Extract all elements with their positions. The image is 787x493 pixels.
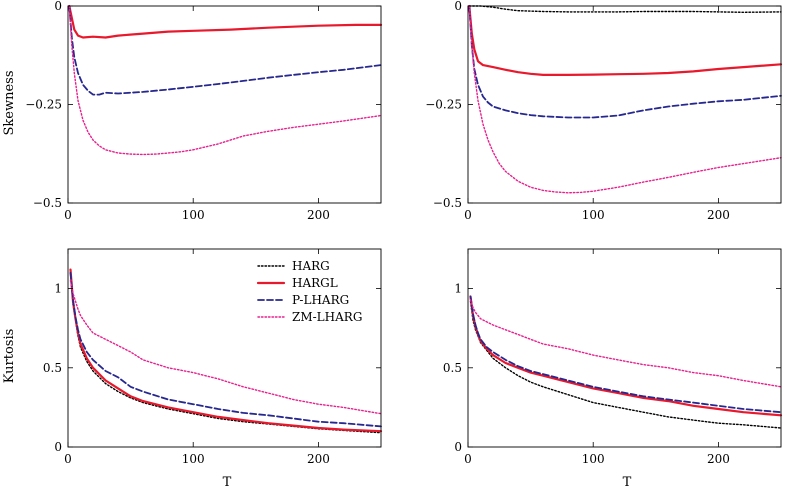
- legend-label-p-lharg: P-LHARG: [292, 293, 349, 307]
- panel-bottom-right: T 0 100 200 0 0.5 1: [443, 248, 783, 490]
- series-harg: [468, 5, 782, 14]
- x-tick-label: 200: [307, 452, 330, 466]
- y-tick-label: 0: [54, 440, 62, 454]
- series-p-lharg: [69, 271, 382, 428]
- series-zm-lharg: [469, 299, 782, 388]
- axes-frame: [467, 248, 782, 448]
- legend: HARG HARGL P-LHARG ZM-LHARG: [256, 259, 362, 324]
- series-hargl: [469, 295, 783, 417]
- legend-label-zm-lharg: ZM-LHARG: [292, 310, 362, 324]
- series-p-lharg: [469, 295, 782, 414]
- series-harg: [469, 300, 782, 429]
- series-zm-lharg: [68, 5, 382, 156]
- y-tick-label: 0.5: [443, 361, 462, 375]
- series-p-lharg: [468, 5, 782, 119]
- y-tick-label: −0.5: [33, 196, 62, 210]
- axes-frame: [67, 248, 382, 448]
- x-tick-label: 200: [707, 208, 730, 222]
- series-hargl: [468, 4, 783, 77]
- x-tick-label: 200: [307, 208, 330, 222]
- x-tick-label: 100: [182, 452, 205, 466]
- y-tick-label: 0: [454, 440, 462, 454]
- y-tick-label: 1: [454, 282, 462, 296]
- ylabel-kurtosis: Kurtosis: [2, 329, 17, 384]
- x-tick-label: 100: [582, 452, 605, 466]
- panel-top-left: Skewness 0 100 200 −0.5 −0.25 0: [2, 0, 383, 222]
- x-tick-label: 100: [182, 208, 205, 222]
- series-hargl: [68, 4, 383, 39]
- x-tick-label: 0: [64, 452, 72, 466]
- series-harg: [69, 272, 382, 434]
- x-tick-label: 0: [464, 208, 472, 222]
- y-tick-label: 0: [54, 0, 62, 13]
- series-zm-lharg: [69, 280, 382, 415]
- x-tick-label: 0: [64, 208, 72, 222]
- legend-label-hargl: HARGL: [292, 276, 338, 290]
- ylabel-skewness: Skewness: [2, 70, 17, 135]
- y-tick-label: 1: [54, 282, 62, 296]
- xlabel-t-right: T: [623, 475, 632, 490]
- x-tick-label: 0: [464, 452, 472, 466]
- xlabel-t-left: T: [223, 475, 232, 490]
- y-tick-label: 0.5: [43, 361, 62, 375]
- legend-label-harg: HARG: [292, 259, 330, 273]
- y-tick-label: 0: [454, 0, 462, 13]
- y-tick-label: −0.25: [425, 98, 462, 112]
- axes-frame: [467, 5, 782, 204]
- series-zm-lharg: [468, 5, 782, 194]
- y-tick-label: −0.25: [25, 98, 62, 112]
- series-p-lharg: [68, 5, 382, 96]
- panel-top-right: 0 100 200 −0.5 −0.25 0: [425, 0, 783, 222]
- x-tick-label: 100: [582, 208, 605, 222]
- x-tick-label: 200: [707, 452, 730, 466]
- series-hargl: [69, 268, 383, 433]
- y-tick-label: −0.5: [433, 196, 462, 210]
